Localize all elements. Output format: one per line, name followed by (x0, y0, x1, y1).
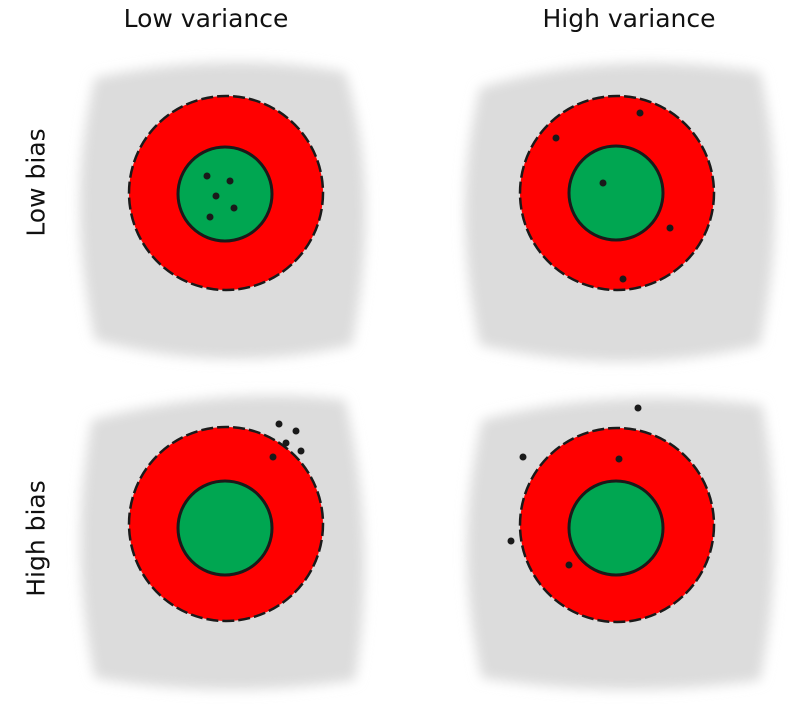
shot (636, 109, 644, 117)
target-low-bias-low-variance (80, 62, 366, 359)
target-high-bias-low-variance (80, 395, 365, 690)
shot (297, 447, 305, 455)
target-low-bias-high-variance (465, 63, 775, 362)
shot (269, 453, 277, 461)
shot (212, 192, 220, 200)
shot (282, 439, 290, 447)
bullseye (567, 144, 665, 242)
bullseye (176, 145, 274, 243)
shot (292, 427, 300, 435)
target-high-bias-high-variance (467, 397, 775, 690)
shot (619, 275, 627, 283)
shot (634, 404, 642, 412)
shot (275, 420, 283, 428)
shot (203, 172, 211, 180)
shot (552, 134, 560, 142)
column-label-low-variance: Low variance (123, 4, 289, 33)
shot (615, 455, 623, 463)
shot (599, 179, 607, 187)
shot (565, 561, 573, 569)
shot (507, 537, 515, 545)
shot (206, 213, 214, 221)
column-label-high-variance: High variance (542, 4, 716, 33)
bullseye (567, 479, 665, 577)
shot (666, 224, 674, 232)
shot (230, 204, 238, 212)
shot (519, 453, 527, 461)
shot (226, 177, 234, 185)
bullseye (176, 479, 274, 577)
